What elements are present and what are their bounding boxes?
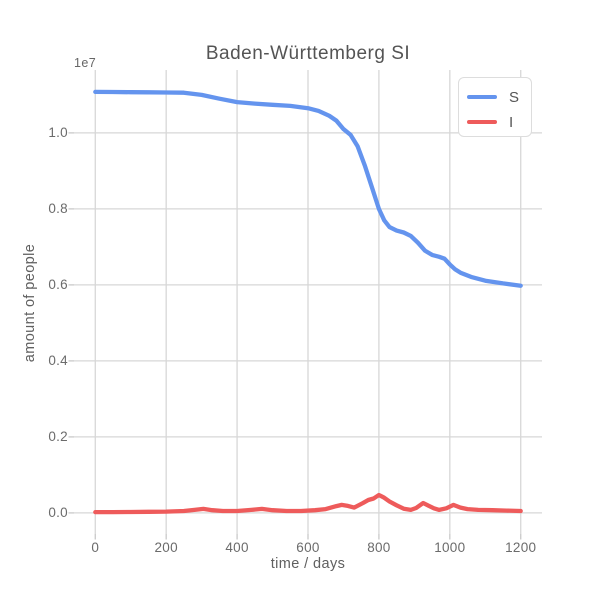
x-tick-label: 1000 bbox=[434, 540, 466, 555]
y-tick-label: 0.4 bbox=[48, 352, 68, 368]
x-tick-label: 0 bbox=[91, 540, 100, 555]
legend-item-s: S bbox=[467, 86, 531, 108]
legend-swatch-i bbox=[467, 119, 497, 125]
chart-title: Baden-Württemberg SI bbox=[205, 43, 411, 64]
x-tick-label: 400 bbox=[225, 540, 249, 555]
y-tick-label: 0.6 bbox=[48, 276, 68, 292]
x-tick-label: 600 bbox=[296, 540, 320, 555]
x-tick-label: 800 bbox=[367, 540, 391, 555]
series-line-s bbox=[93, 89, 523, 288]
x-tick-label: 1200 bbox=[505, 540, 537, 555]
y-tick-label: 0.8 bbox=[48, 200, 68, 216]
y-tick-label: 0.2 bbox=[48, 428, 68, 444]
y-tick-label: 0.0 bbox=[48, 504, 68, 520]
legend: S I bbox=[458, 77, 532, 137]
x-tick-label: 200 bbox=[154, 540, 178, 555]
y-axis-label: amount of people bbox=[22, 243, 38, 363]
y-tick-label: 1.0 bbox=[48, 124, 68, 140]
y-axis-offset-label: 1e7 bbox=[74, 56, 97, 70]
series-line-i bbox=[93, 492, 523, 515]
legend-label-s: S bbox=[509, 88, 520, 106]
legend-swatch-s bbox=[467, 94, 497, 100]
x-axis-label: time / days bbox=[270, 556, 346, 572]
legend-label-i: I bbox=[509, 113, 514, 131]
legend-item-i: I bbox=[467, 111, 531, 133]
